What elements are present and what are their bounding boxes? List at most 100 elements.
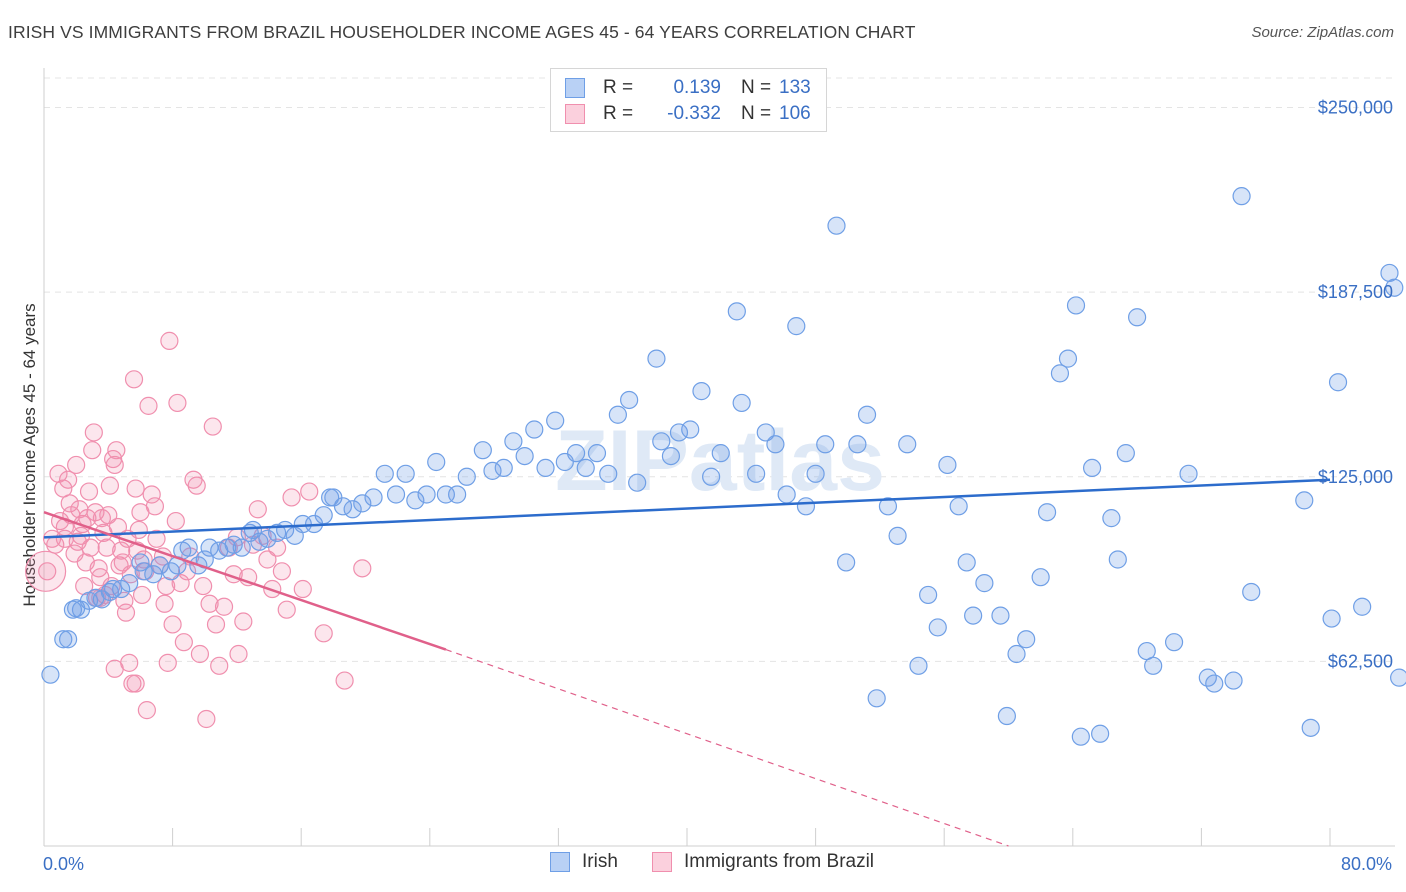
irish-point: [1050, 364, 1070, 383]
irish-point: [816, 435, 835, 454]
irish-point: [919, 585, 938, 605]
brazil-trend-extension: [445, 649, 1009, 847]
irish-point: [144, 565, 163, 584]
irish-point: [525, 420, 544, 439]
irish-point: [756, 423, 775, 442]
brazil-point: [300, 482, 319, 501]
irish-point: [1017, 630, 1036, 649]
irish-point: [483, 461, 502, 480]
series-legend-brazil: Immigrants from Brazil: [652, 851, 874, 873]
irish-point: [1295, 491, 1314, 510]
brazil-point: [163, 615, 182, 634]
irish-point: [898, 435, 917, 454]
brazil-point: [126, 479, 145, 498]
brazil-point: [166, 511, 185, 531]
x-tick-label-max: 80.0%: [1341, 854, 1392, 874]
legend-n-value: 133: [779, 77, 811, 98]
irish-point: [957, 553, 976, 572]
irish-point: [1224, 671, 1243, 690]
irish-point: [576, 458, 595, 478]
chart-title: IRISH VS IMMIGRANTS FROM BRAZIL HOUSEHOL…: [8, 22, 916, 42]
series-legend-irish: Irish: [550, 851, 618, 873]
irish-point: [909, 656, 928, 675]
brazil-point: [81, 538, 100, 557]
y-tick-label: $62,500: [1328, 651, 1393, 671]
brazil-point: [190, 644, 210, 664]
irish-point: [777, 485, 796, 504]
irish-point: [1116, 444, 1135, 463]
brazil-point: [258, 550, 277, 569]
irish-point: [406, 491, 425, 510]
irish-point: [1179, 464, 1198, 483]
series-label-brazil: Immigrants from Brazil: [684, 851, 875, 872]
irish-point: [1390, 668, 1406, 687]
irish-point: [1007, 644, 1026, 664]
irish-point: [1091, 724, 1110, 743]
irish-point: [867, 689, 886, 708]
irish-point: [787, 317, 806, 336]
brazil-point: [145, 497, 165, 516]
irish-point: [692, 382, 711, 401]
brazil-point: [187, 476, 206, 495]
source-label: Source: ZipAtlas.com: [1251, 24, 1394, 41]
irish-point: [536, 458, 555, 478]
irish-point: [1102, 509, 1121, 528]
brazil-point: [124, 370, 144, 389]
irish-point: [1144, 656, 1163, 675]
irish-point: [1385, 278, 1404, 297]
irish-point: [1108, 550, 1127, 569]
series-swatch-irish: [550, 852, 570, 872]
irish-point: [417, 485, 436, 504]
brazil-point: [108, 517, 128, 537]
irish-point: [515, 446, 534, 466]
x-tick-label-min: 0.0%: [43, 854, 84, 874]
irish-point: [448, 485, 467, 504]
brazil-point: [214, 597, 234, 616]
brazil-point: [147, 529, 166, 548]
irish-point: [837, 553, 856, 572]
y-tick-label: $187,500: [1318, 282, 1393, 302]
irish-point: [747, 464, 766, 483]
irish-point: [232, 538, 251, 557]
brazil-point: [168, 393, 187, 413]
irish-point: [566, 444, 586, 463]
legend-row-irish: R = 0.139 N = 133: [565, 75, 811, 101]
irish-point: [54, 630, 73, 649]
brazil-point: [174, 633, 193, 652]
irish-point: [1031, 568, 1050, 587]
irish-point: [59, 630, 78, 649]
axes: [43, 68, 1395, 847]
irish-point: [1232, 187, 1251, 206]
irish-point: [766, 435, 785, 454]
irish-point: [1071, 727, 1090, 746]
irish-point: [1058, 349, 1078, 368]
irish-point: [938, 455, 957, 475]
brazil-point: [70, 500, 89, 519]
irish-trend-line: [43, 478, 1331, 539]
irish-point: [1164, 633, 1184, 652]
irish-point: [243, 520, 263, 540]
brazil-point: [206, 615, 226, 634]
watermark: ZIPatlas: [555, 413, 885, 509]
series-label-irish: Irish: [582, 851, 618, 872]
irish-point: [150, 556, 169, 575]
irish-point: [67, 599, 86, 618]
series-swatch-brazil: [652, 852, 672, 872]
stats-legend: R = 0.139 N = 133 R = -0.332 N = 106: [550, 68, 827, 132]
legend-r-value: 0.139: [673, 77, 721, 98]
brazil-point: [55, 529, 74, 548]
irish-point: [991, 606, 1010, 625]
irish-point: [1353, 597, 1372, 616]
brazil-point: [116, 603, 136, 622]
irish-point: [258, 529, 277, 548]
brazil-point: [79, 482, 99, 501]
irish-point: [504, 432, 523, 451]
brazil-point: [100, 476, 120, 495]
irish-point: [546, 411, 565, 430]
irish-point: [1082, 458, 1102, 478]
irish-point: [353, 494, 372, 513]
irish-point: [964, 606, 983, 625]
irish-point: [1205, 674, 1224, 693]
brazil-point: [234, 612, 253, 631]
irish-point: [120, 574, 139, 593]
